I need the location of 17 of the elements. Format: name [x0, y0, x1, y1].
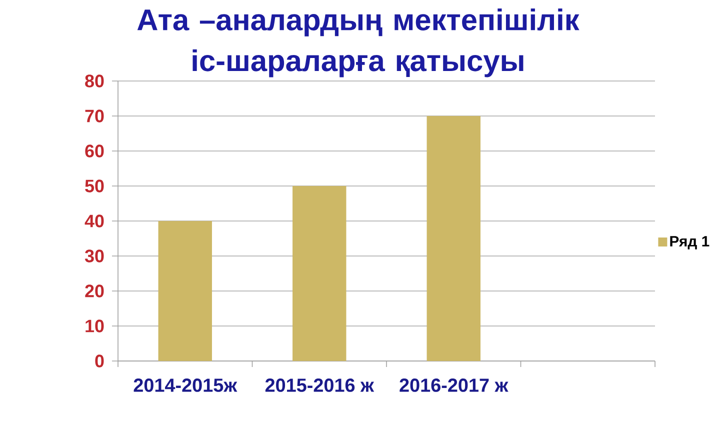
y-tick-label: 60 [85, 144, 104, 158]
y-tick-label: 70 [85, 110, 104, 122]
bar [158, 221, 212, 361]
y-tick-label: 80 [85, 74, 104, 88]
bar [426, 116, 480, 361]
legend-label: Ряд 1 [670, 236, 710, 250]
y-tick-label: 40 [84, 214, 104, 228]
chart-title: Ата –аналардың мектепішілік іс-шараларға қатысуы [137, 8, 580, 78]
x-tick-label: 2015-2016 ж [265, 378, 374, 392]
y-tick-label: 30 [84, 250, 104, 262]
x-tick-label: 2014-2015ж [134, 378, 238, 392]
bar [292, 186, 346, 361]
y-tick-label: 20 [85, 284, 104, 298]
y-tick-label: 0 [95, 354, 104, 368]
y-tick-label: 50 [85, 180, 104, 192]
y-tick-label: 10 [86, 320, 104, 332]
x-tick-label: 2016-2017 ж [400, 378, 508, 392]
